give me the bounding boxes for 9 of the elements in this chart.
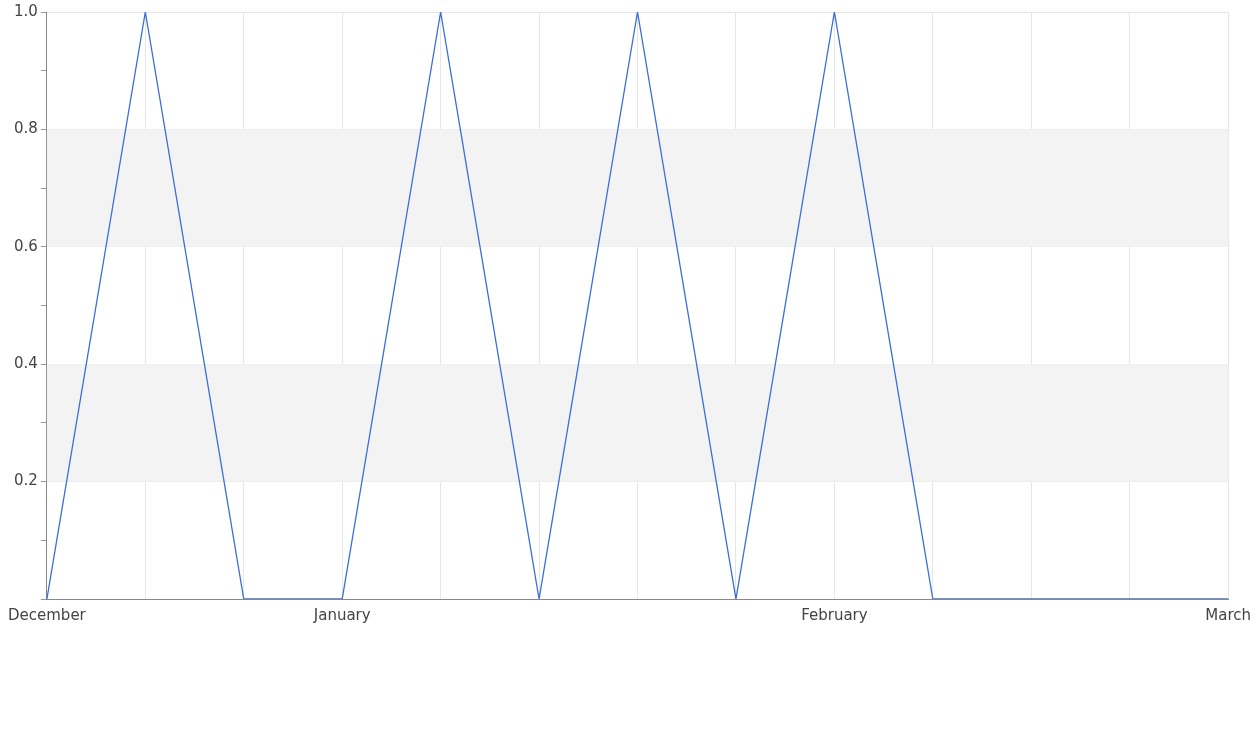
y-tick-label: 0.6: [14, 236, 38, 255]
x-tick-label: March: [1205, 605, 1251, 624]
y-tick-label: 0.8: [14, 119, 38, 138]
x-tick-label: January: [312, 605, 371, 624]
y-tick-label: 0.4: [14, 354, 38, 373]
y-tick-label: 1.0: [14, 1, 38, 20]
x-tick-label: December: [7, 605, 87, 624]
x-tick-label: February: [801, 605, 868, 624]
y-tick-label: 0.2: [14, 471, 38, 490]
